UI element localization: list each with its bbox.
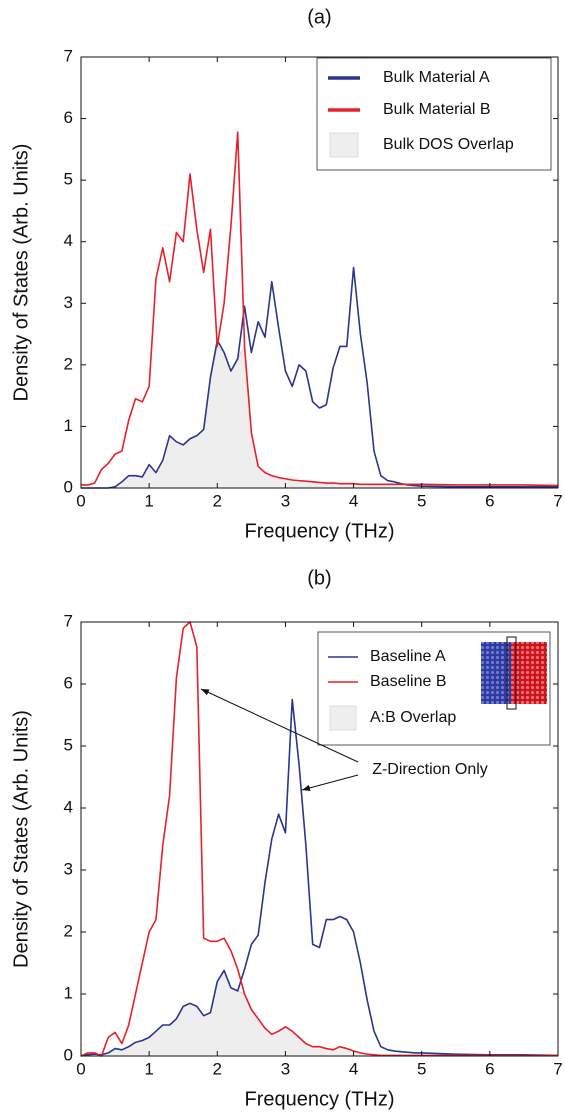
chart-title: (a) xyxy=(307,6,331,28)
y-tick-label: 2 xyxy=(64,921,73,940)
y-tick-label: 3 xyxy=(64,293,73,312)
y-axis-label: Density of States (Arb. Units) xyxy=(10,710,32,968)
legend-label: Baseline A xyxy=(370,648,446,665)
x-axis-label: Frequency (THz) xyxy=(244,520,394,542)
x-tick-label: 1 xyxy=(144,491,153,510)
x-tick-label: 4 xyxy=(349,1059,358,1078)
y-tick-label: 7 xyxy=(64,611,73,630)
series-line xyxy=(81,266,558,489)
x-tick-label: 3 xyxy=(281,491,290,510)
legend-label: Bulk Material A xyxy=(383,69,490,86)
y-axis-label: Density of States (Arb. Units) xyxy=(10,144,32,402)
series-line xyxy=(81,131,559,487)
legend-label: Baseline B xyxy=(370,673,447,690)
overlap-area xyxy=(81,345,559,489)
annotation: Z-Direction Only xyxy=(372,761,488,778)
series-line xyxy=(80,621,558,1057)
x-tick-label: 7 xyxy=(553,1059,562,1078)
x-axis-label: Frequency (THz) xyxy=(244,1088,394,1110)
x-tick-label: 0 xyxy=(76,491,85,510)
x-tick-label: 6 xyxy=(485,491,494,510)
y-tick-label: 0 xyxy=(64,1045,73,1064)
legend-label: Bulk Material B xyxy=(383,101,491,118)
y-tick-label: 6 xyxy=(64,108,73,127)
overlap-area xyxy=(80,969,559,1057)
chart-title: (b) xyxy=(307,567,331,589)
y-tick-label: 5 xyxy=(64,170,73,189)
x-tick-label: 5 xyxy=(417,1059,426,1078)
y-tick-label: 4 xyxy=(64,797,73,816)
annotation-arrows xyxy=(200,688,359,792)
x-tick-label: 6 xyxy=(485,1059,494,1078)
legend-label: Bulk DOS Overlap xyxy=(383,136,514,153)
y-tick-label: 1 xyxy=(64,416,73,435)
x-tick-label: 2 xyxy=(213,1059,222,1078)
y-tick-label: 2 xyxy=(64,354,73,373)
legend-label: A:B Overlap xyxy=(370,709,456,726)
x-tick-label: 7 xyxy=(553,491,562,510)
legend-swatch xyxy=(329,705,357,731)
y-tick-label: 3 xyxy=(64,859,73,878)
legend-swatch xyxy=(329,132,359,158)
series-line xyxy=(80,698,559,1057)
plot-frame xyxy=(80,621,559,1057)
x-tick-label: 2 xyxy=(213,491,222,510)
x-tick-label: 5 xyxy=(417,491,426,510)
x-tick-label: 1 xyxy=(144,1059,153,1078)
y-tick-label: 5 xyxy=(64,735,73,754)
x-tick-label: 0 xyxy=(76,1059,85,1078)
plot-frame xyxy=(80,56,559,489)
inset-structure xyxy=(481,636,547,710)
y-tick-label: 0 xyxy=(64,477,73,496)
y-tick-label: 6 xyxy=(64,673,73,692)
y-tick-label: 1 xyxy=(64,983,73,1002)
y-tick-label: 4 xyxy=(64,231,73,250)
x-tick-label: 3 xyxy=(281,1059,290,1078)
y-tick-label: 7 xyxy=(64,46,73,65)
x-tick-label: 4 xyxy=(349,491,358,510)
